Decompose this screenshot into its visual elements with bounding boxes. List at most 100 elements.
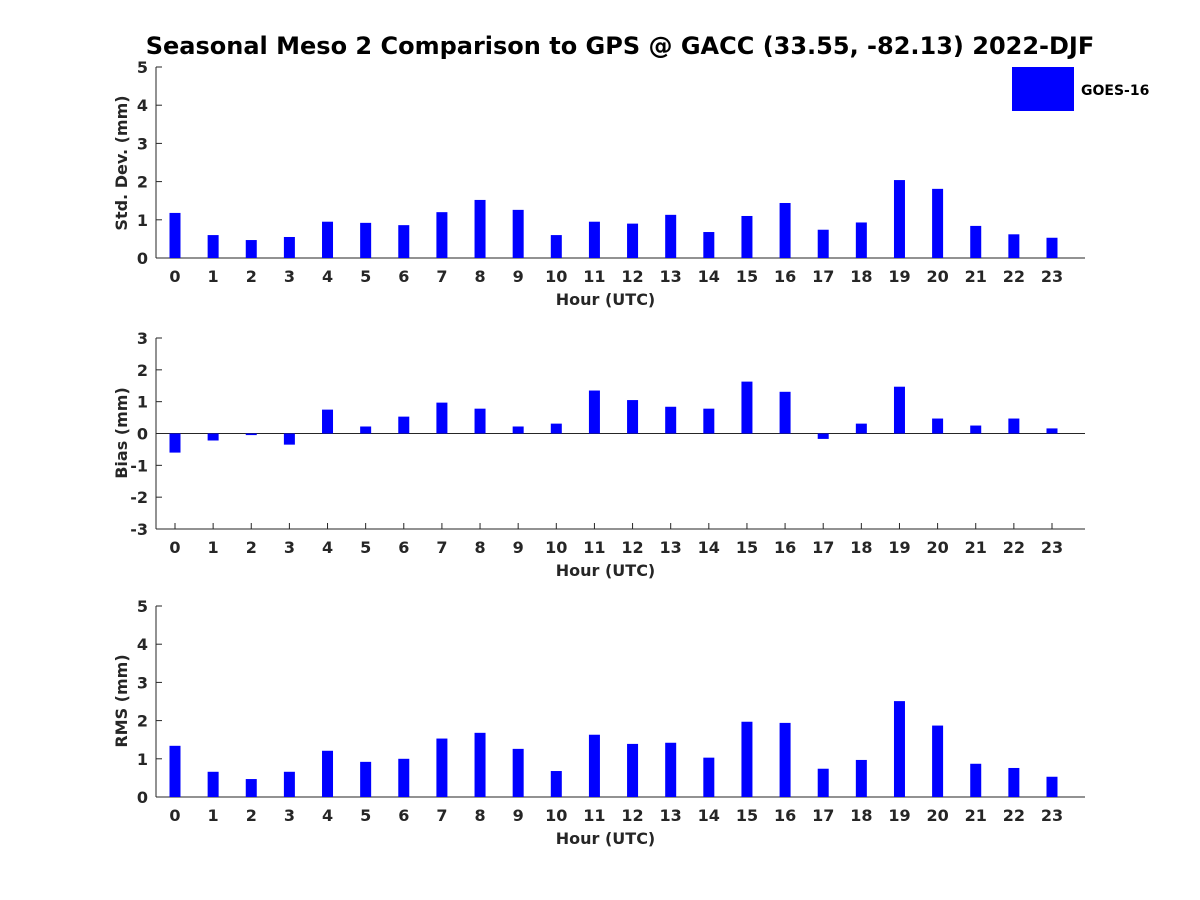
x-tick-label: 21 <box>965 538 987 557</box>
bar-hour-5 <box>360 222 372 258</box>
x-tick-label: 14 <box>698 538 720 557</box>
bar-hour-3 <box>283 433 295 445</box>
bar-hour-10 <box>550 235 562 258</box>
x-tick-label: 18 <box>850 806 872 825</box>
bar-hour-17 <box>817 229 829 258</box>
bar-hour-1 <box>207 433 219 441</box>
bar-hour-4 <box>322 750 334 797</box>
x-tick-label: 7 <box>436 538 447 557</box>
x-tick-label: 5 <box>360 267 371 286</box>
y-tick-label: 2 <box>137 173 148 192</box>
bar-hour-14 <box>703 408 715 434</box>
x-tick-label: 2 <box>246 538 257 557</box>
x-tick-label: 20 <box>926 806 948 825</box>
x-tick-label: 20 <box>926 538 948 557</box>
chart-title: Seasonal Meso 2 Comparison to GPS @ GACC… <box>146 32 1095 60</box>
bar-hour-19 <box>893 180 905 258</box>
x-tick-label: 6 <box>398 267 409 286</box>
bar-hour-5 <box>360 761 372 797</box>
x-tick-label: 8 <box>474 267 485 286</box>
bar-hour-21 <box>970 425 982 434</box>
x-tick-label: 12 <box>621 267 643 286</box>
x-tick-label: 1 <box>208 267 219 286</box>
bar-hour-12 <box>627 400 639 434</box>
y-tick-label: -3 <box>130 520 148 539</box>
y-tick-label: 4 <box>137 635 148 654</box>
x-tick-label: 16 <box>774 538 796 557</box>
x-tick-label: 16 <box>774 267 796 286</box>
x-tick-label: 17 <box>812 806 834 825</box>
x-tick-label: 6 <box>398 538 409 557</box>
x-tick-label: 14 <box>698 806 720 825</box>
x-tick-label: 20 <box>926 267 948 286</box>
bar-hour-0 <box>169 212 181 258</box>
bar-hour-23 <box>1046 776 1058 797</box>
bar-hour-11 <box>588 221 600 258</box>
bar-hour-2 <box>245 779 257 797</box>
x-tick-label: 12 <box>621 538 643 557</box>
bar-hour-19 <box>893 701 905 797</box>
y-tick-label: 0 <box>137 788 148 807</box>
x-tick-label: 6 <box>398 806 409 825</box>
x-tick-label: 17 <box>812 267 834 286</box>
y-tick-label: 5 <box>137 58 148 77</box>
x-tick-label: 0 <box>169 267 180 286</box>
bar-hour-20 <box>932 725 944 797</box>
x-tick-label: 4 <box>322 267 333 286</box>
x-tick-label: 23 <box>1041 267 1063 286</box>
bar-hour-16 <box>779 202 791 258</box>
y-tick-label: 1 <box>137 211 148 230</box>
bar-hour-8 <box>474 408 486 434</box>
bar-hour-0 <box>169 745 181 797</box>
bar-hour-0 <box>169 433 181 453</box>
x-tick-label: 22 <box>1003 538 1025 557</box>
y-axis-label: Bias (mm) <box>112 387 131 479</box>
bar-hour-7 <box>436 738 448 797</box>
x-tick-label: 7 <box>436 267 447 286</box>
x-tick-label: 23 <box>1041 538 1063 557</box>
bar-hour-14 <box>703 232 715 258</box>
x-tick-label: 9 <box>513 267 524 286</box>
x-tick-label: 17 <box>812 538 834 557</box>
x-tick-label: 18 <box>850 538 872 557</box>
bar-hour-11 <box>588 390 600 434</box>
x-tick-label: 15 <box>736 267 758 286</box>
bar-hour-19 <box>893 386 905 434</box>
y-tick-label: 2 <box>137 712 148 731</box>
bar-hour-17 <box>817 768 829 797</box>
bar-hour-10 <box>550 423 562 434</box>
bar-hour-6 <box>398 225 410 258</box>
bar-hour-18 <box>855 222 867 258</box>
bar-hour-18 <box>855 759 867 797</box>
x-axis-label: Hour (UTC) <box>556 561 656 580</box>
x-tick-label: 3 <box>284 267 295 286</box>
x-tick-label: 11 <box>583 538 605 557</box>
bar-hour-9 <box>512 748 524 797</box>
legend: GOES-16 <box>1012 67 1149 111</box>
bar-hour-4 <box>322 409 334 434</box>
y-tick-label: 4 <box>137 96 148 115</box>
x-tick-label: 11 <box>583 267 605 286</box>
bar-hour-18 <box>855 423 867 434</box>
x-tick-label: 5 <box>360 806 371 825</box>
y-tick-label: 1 <box>137 750 148 769</box>
x-tick-label: 14 <box>698 267 720 286</box>
x-tick-label: 16 <box>774 806 796 825</box>
y-tick-label: -1 <box>130 456 148 475</box>
x-tick-label: 0 <box>169 538 180 557</box>
x-axis-label: Hour (UTC) <box>556 290 656 309</box>
x-tick-label: 0 <box>169 806 180 825</box>
bar-hour-20 <box>932 418 944 434</box>
bar-hour-5 <box>360 426 372 434</box>
bar-hour-11 <box>588 734 600 797</box>
bar-hour-8 <box>474 199 486 258</box>
x-tick-label: 15 <box>736 538 758 557</box>
y-tick-label: 0 <box>137 249 148 268</box>
bar-hour-15 <box>741 721 753 797</box>
bar-hour-1 <box>207 771 219 797</box>
x-tick-label: 21 <box>965 267 987 286</box>
bar-hour-6 <box>398 758 410 797</box>
bar-hour-12 <box>627 223 639 258</box>
